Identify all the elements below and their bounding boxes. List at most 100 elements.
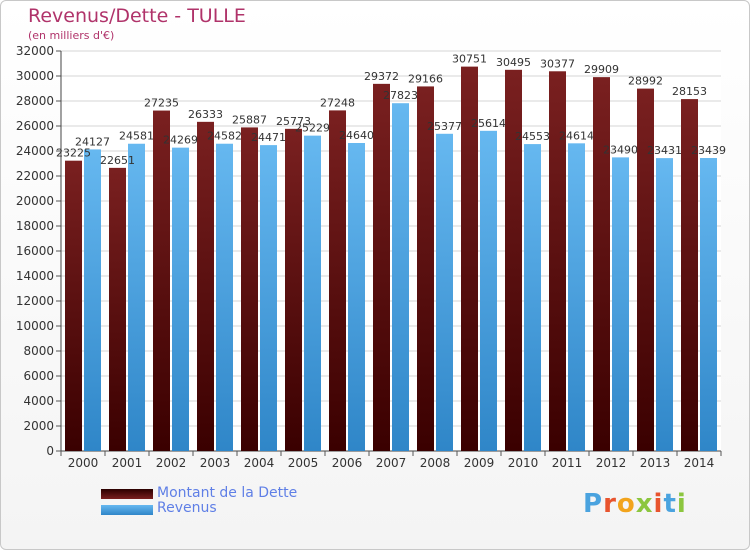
proxiti-logo: Proxiti: [583, 489, 687, 519]
x-tick-label: 2012: [596, 456, 627, 470]
x-tick-label: 2004: [244, 456, 275, 470]
y-tick-label: 22000: [16, 169, 54, 183]
bar-debt: [461, 66, 478, 452]
bar-revenue: [524, 144, 541, 451]
y-tick-label: 12000: [16, 294, 54, 308]
logo-letter: x: [635, 489, 654, 519]
x-tick-label: 2003: [200, 456, 231, 470]
bar-debt: [241, 127, 258, 451]
data-label-debt: 25773: [276, 115, 311, 128]
logo-letter: t: [663, 489, 677, 519]
bar-debt: [549, 71, 566, 451]
bar-revenue: [304, 135, 321, 451]
y-tick-label: 18000: [16, 219, 54, 233]
data-label-revenue: 24553: [515, 130, 550, 143]
data-label-debt: 22651: [100, 154, 135, 167]
data-label-debt: 29372: [364, 70, 399, 83]
bar-debt: [505, 69, 522, 451]
bar-debt: [285, 128, 302, 451]
bar-debt: [637, 88, 654, 451]
chart-title: Revenus/Dette - TULLE: [28, 5, 246, 27]
data-label-revenue: 24581: [119, 130, 154, 143]
x-tick-label: 2014: [684, 456, 715, 470]
bar-debt: [153, 110, 170, 451]
x-tick-label: 2009: [464, 456, 495, 470]
data-label-revenue: 27823: [383, 89, 418, 102]
y-tick-label: 0: [46, 444, 54, 458]
bar-debt: [65, 160, 82, 451]
bar-debt: [681, 99, 698, 452]
x-tick-label: 2008: [420, 456, 451, 470]
x-tick-label: 2000: [68, 456, 99, 470]
x-tick-label: 2001: [112, 456, 143, 470]
data-label-revenue: 24471: [251, 131, 286, 144]
bar-debt: [373, 83, 390, 451]
data-label-debt: 27235: [144, 97, 179, 110]
x-tick-label: 2002: [156, 456, 187, 470]
data-label-debt: 26333: [188, 108, 223, 121]
bar-revenue: [480, 130, 497, 451]
y-tick-label: 24000: [16, 144, 54, 158]
bar-debt: [329, 110, 346, 452]
data-label-revenue: 25229: [295, 122, 330, 135]
data-label-revenue: 24269: [163, 134, 198, 147]
bar-revenue: [84, 149, 101, 451]
data-label-revenue: 23439: [691, 144, 726, 157]
y-tick-label: 8000: [23, 344, 54, 358]
y-tick-label: 20000: [16, 194, 54, 208]
logo-letter: P: [583, 489, 604, 519]
logo-letter: i: [653, 489, 664, 519]
x-tick-label: 2010: [508, 456, 539, 470]
y-tick-label: 10000: [16, 319, 54, 333]
chart-subtitle: (en milliers d'€): [28, 29, 115, 42]
y-tick-label: 4000: [23, 394, 54, 408]
bar-revenue: [700, 158, 717, 451]
data-label-revenue: 23490: [603, 143, 638, 156]
data-label-revenue: 24614: [559, 129, 594, 142]
x-tick-label: 2007: [376, 456, 407, 470]
data-label-revenue: 25377: [427, 120, 462, 133]
bar-revenue: [260, 145, 277, 452]
bar-revenue: [392, 103, 409, 452]
legend-label-debt: Montant de la Dette: [157, 485, 298, 501]
y-tick-label: 6000: [23, 369, 54, 383]
x-tick-label: 2006: [332, 456, 363, 470]
bar-debt: [593, 77, 610, 451]
y-tick-label: 16000: [16, 244, 54, 258]
legend-label-revenue: Revenus: [157, 500, 217, 516]
legend-swatch-revenue: [101, 505, 153, 515]
bar-revenue: [128, 143, 145, 452]
bar-revenue: [348, 143, 365, 451]
y-tick-label: 28000: [16, 94, 54, 108]
y-tick-label: 30000: [16, 69, 54, 83]
bar-revenue: [656, 158, 673, 452]
data-label-debt: 23225: [56, 147, 91, 160]
x-tick-label: 2005: [288, 456, 319, 470]
data-label-debt: 25887: [232, 113, 267, 126]
data-label-revenue: 23431: [647, 144, 682, 157]
x-tick-label: 2011: [552, 456, 583, 470]
data-label-revenue: 24582: [207, 130, 242, 143]
data-label-revenue: 24127: [75, 135, 110, 148]
bar-revenue: [216, 143, 233, 451]
data-label-debt: 30495: [496, 56, 531, 69]
data-label-debt: 27248: [320, 96, 355, 109]
y-tick-label: 14000: [16, 269, 54, 283]
data-label-debt: 30377: [540, 57, 575, 70]
logo-letter: r: [603, 489, 617, 519]
data-label-debt: 29909: [584, 63, 619, 76]
data-label-revenue: 24640: [339, 129, 374, 142]
y-tick-label: 26000: [16, 119, 54, 133]
bar-debt: [197, 121, 214, 452]
bar-debt: [417, 86, 434, 452]
y-tick-label: 2000: [23, 419, 54, 433]
bar-revenue: [172, 147, 189, 451]
bar-revenue: [568, 143, 585, 451]
data-label-debt: 28992: [628, 75, 663, 88]
y-tick-label: 32000: [16, 44, 54, 58]
data-label-revenue: 25614: [471, 117, 506, 130]
data-label-debt: 30751: [452, 53, 487, 66]
bar-debt: [109, 167, 126, 452]
